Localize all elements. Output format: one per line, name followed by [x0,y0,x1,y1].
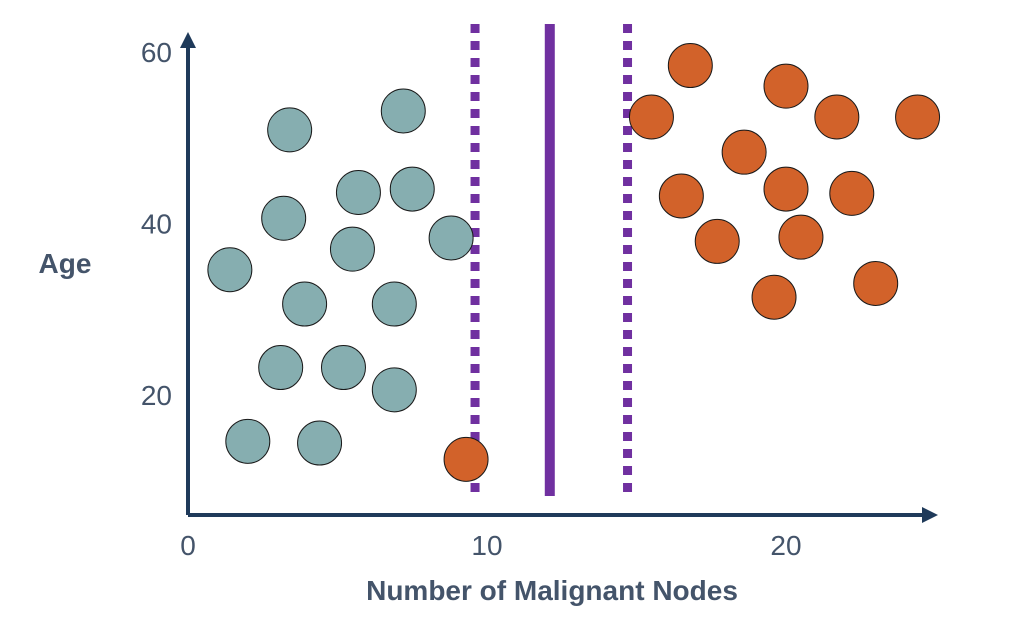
data-point-1-4 [694,218,740,264]
data-point-0-5 [282,281,328,327]
data-point-0-8 [329,226,375,272]
data-point-0-0 [207,247,253,293]
data-point-0-2 [258,345,304,391]
data-point-0-1 [225,418,271,464]
data-point-1-3 [667,43,713,89]
data-point-1-12 [853,260,899,306]
threshold-lines [470,24,633,496]
data-point-0-10 [371,367,417,413]
data-point-1-6 [751,274,797,320]
data-point-0-9 [335,170,381,216]
data-point-0-14 [428,215,474,261]
data-point-0-11 [371,281,417,327]
data-point-1-9 [778,214,824,260]
x-tick-label: 0 [180,530,196,561]
x-axis-title: Number of Malignant Nodes [366,575,738,606]
data-point-1-11 [829,170,875,216]
data-point-1-7 [763,166,809,212]
data-point-0-12 [380,88,426,134]
data-point-0-7 [320,345,366,391]
data-point-0-13 [389,166,435,212]
axes [180,32,938,523]
data-points [207,43,941,482]
data-point-1-1 [628,94,674,140]
x-tick-label: 20 [770,530,801,561]
y-tick-label: 40 [141,208,172,239]
data-point-1-8 [763,63,809,109]
y-axis-title: Age [39,248,92,279]
y-tick-label: 60 [141,37,172,68]
data-point-1-13 [895,94,941,140]
data-point-0-6 [297,420,343,466]
x-tick-label: 10 [471,530,502,561]
tick-labels: 0 10 20 20 40 60 [141,37,802,561]
data-point-0-4 [267,107,313,153]
data-point-0-3 [261,195,307,241]
data-point-1-2 [658,173,704,219]
data-point-1-0 [443,436,489,482]
y-tick-label: 20 [141,380,172,411]
data-point-1-10 [814,94,860,140]
data-point-1-5 [721,129,767,175]
